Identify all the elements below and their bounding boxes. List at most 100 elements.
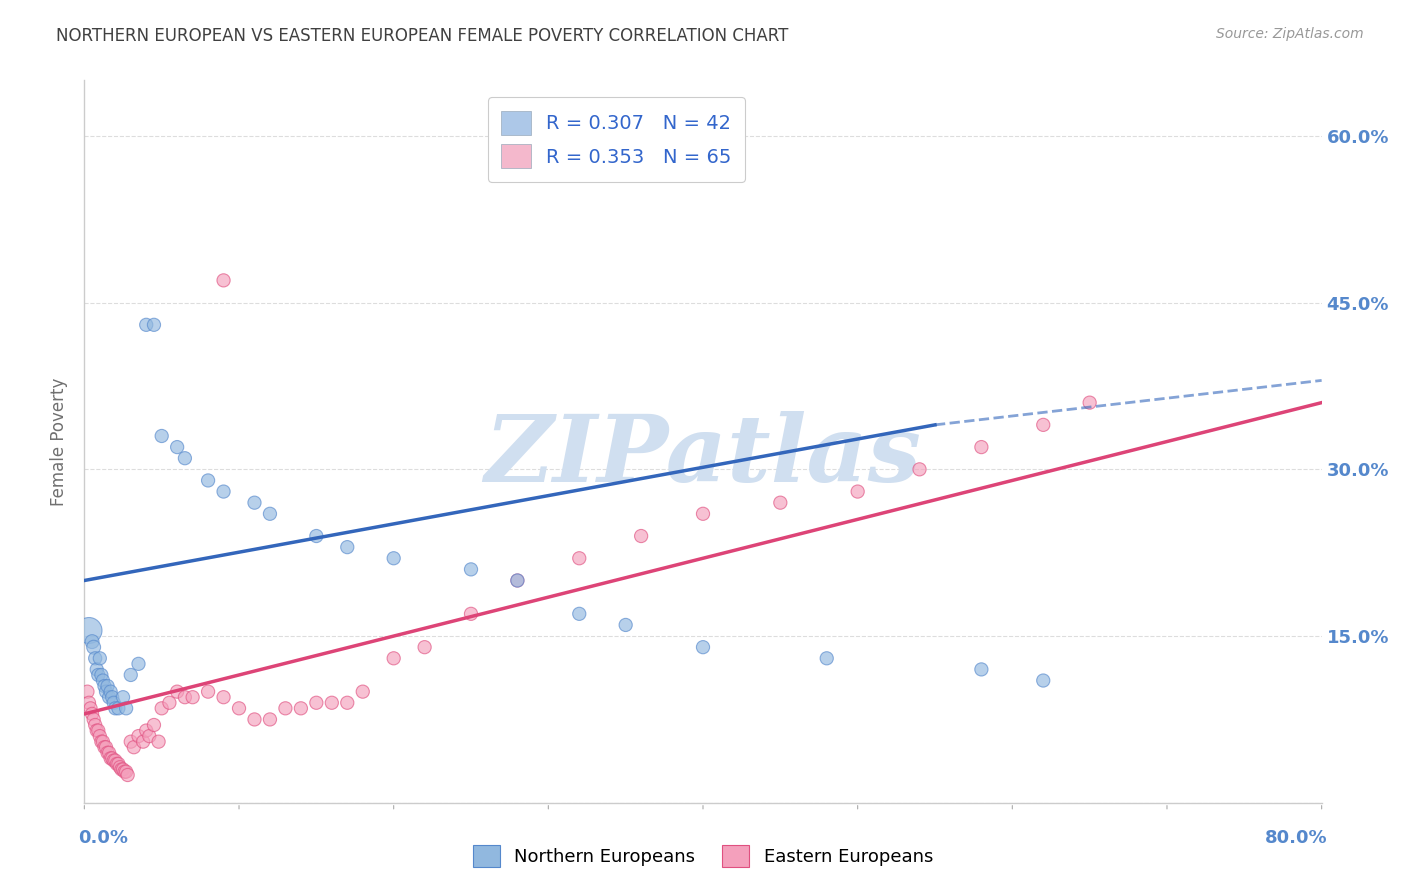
- Point: [568, 607, 591, 621]
- Point: [87, 723, 110, 738]
- Point: [382, 651, 405, 665]
- Point: [166, 440, 188, 454]
- Point: [614, 618, 637, 632]
- Point: [352, 684, 374, 698]
- Point: [212, 690, 235, 705]
- Point: [104, 701, 127, 715]
- Point: [908, 462, 931, 476]
- Point: [94, 740, 117, 755]
- Point: [460, 562, 482, 576]
- Point: [100, 684, 122, 698]
- Point: [112, 763, 135, 777]
- Point: [98, 690, 121, 705]
- Point: [117, 768, 139, 782]
- Point: [115, 701, 138, 715]
- Point: [1032, 673, 1054, 688]
- Point: [174, 690, 197, 705]
- Point: [970, 440, 993, 454]
- Point: [174, 451, 197, 466]
- Point: [305, 529, 328, 543]
- Point: [115, 764, 138, 779]
- Point: [93, 740, 115, 755]
- Point: [846, 484, 869, 499]
- Point: [101, 751, 124, 765]
- Point: [143, 718, 166, 732]
- Point: [150, 701, 173, 715]
- Point: [91, 673, 114, 688]
- Point: [166, 684, 188, 698]
- Text: NORTHERN EUROPEAN VS EASTERN EUROPEAN FEMALE POVERTY CORRELATION CHART: NORTHERN EUROPEAN VS EASTERN EUROPEAN FE…: [56, 27, 789, 45]
- Point: [212, 484, 235, 499]
- Point: [108, 760, 131, 774]
- Point: [89, 729, 111, 743]
- Point: [143, 318, 166, 332]
- Y-axis label: Female Poverty: Female Poverty: [51, 377, 69, 506]
- Point: [110, 763, 132, 777]
- Point: [86, 723, 108, 738]
- Point: [132, 734, 155, 748]
- Point: [692, 640, 714, 655]
- Point: [159, 696, 180, 710]
- Point: [243, 713, 266, 727]
- Point: [84, 718, 107, 732]
- Text: 80.0%: 80.0%: [1265, 829, 1327, 847]
- Point: [94, 684, 117, 698]
- Point: [135, 318, 157, 332]
- Point: [105, 756, 128, 771]
- Point: [228, 701, 250, 715]
- Point: [96, 679, 118, 693]
- Point: [76, 684, 98, 698]
- Point: [107, 756, 129, 771]
- Point: [112, 690, 135, 705]
- Text: Source: ZipAtlas.com: Source: ZipAtlas.com: [1216, 27, 1364, 41]
- Point: [98, 746, 121, 760]
- Point: [382, 551, 405, 566]
- Point: [100, 751, 122, 765]
- Point: [321, 696, 343, 710]
- Point: [305, 696, 328, 710]
- Point: [84, 651, 107, 665]
- Point: [1078, 395, 1101, 409]
- Point: [197, 474, 219, 488]
- Point: [148, 734, 170, 748]
- Point: [181, 690, 204, 705]
- Point: [120, 734, 142, 748]
- Point: [101, 690, 124, 705]
- Point: [815, 651, 838, 665]
- Point: [90, 668, 112, 682]
- Point: [506, 574, 529, 588]
- Point: [135, 723, 157, 738]
- Legend: R = 0.307   N = 42, R = 0.353   N = 65: R = 0.307 N = 42, R = 0.353 N = 65: [488, 97, 745, 182]
- Point: [259, 713, 281, 727]
- Point: [122, 740, 145, 755]
- Point: [86, 662, 108, 676]
- Point: [103, 754, 125, 768]
- Point: [243, 496, 266, 510]
- Legend: Northern Europeans, Eastern Europeans: Northern Europeans, Eastern Europeans: [465, 838, 941, 874]
- Point: [77, 624, 100, 638]
- Point: [290, 701, 312, 715]
- Point: [82, 634, 104, 648]
- Point: [77, 696, 100, 710]
- Point: [103, 696, 125, 710]
- Point: [970, 662, 993, 676]
- Point: [96, 746, 118, 760]
- Point: [127, 729, 149, 743]
- Point: [413, 640, 436, 655]
- Point: [1032, 417, 1054, 432]
- Point: [212, 273, 235, 287]
- Point: [460, 607, 482, 621]
- Point: [138, 729, 160, 743]
- Point: [87, 668, 110, 682]
- Point: [197, 684, 219, 698]
- Point: [104, 754, 127, 768]
- Point: [114, 764, 136, 779]
- Point: [568, 551, 591, 566]
- Text: ZIPatlas: ZIPatlas: [485, 411, 921, 501]
- Point: [630, 529, 652, 543]
- Point: [769, 496, 792, 510]
- Point: [93, 679, 115, 693]
- Point: [336, 540, 359, 554]
- Point: [90, 734, 112, 748]
- Text: 0.0%: 0.0%: [79, 829, 128, 847]
